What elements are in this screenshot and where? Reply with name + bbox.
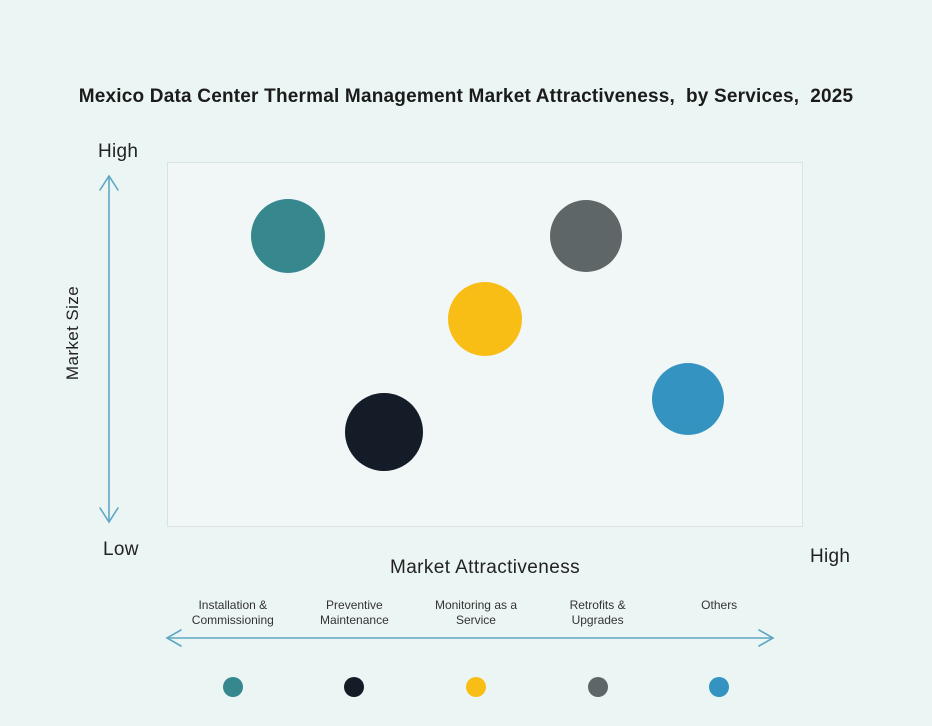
category-labels: Installation & Commissioning Preventive M… [172, 594, 780, 628]
plot-area [167, 162, 803, 527]
category-label-monitoring-as-a-service: Monitoring as a Service [434, 598, 517, 627]
legend [172, 676, 780, 698]
bubble-installation-commissioning [251, 198, 326, 273]
category-label-others: Others [701, 598, 738, 612]
legend-item-retrofits-upgrades [537, 676, 659, 698]
y-axis-low-label: Low [103, 539, 139, 560]
legend-dot-others [709, 677, 730, 697]
legend-item-others [658, 676, 780, 698]
y-axis-title: Market Size [63, 285, 82, 381]
bubble-others [651, 362, 724, 435]
legend-item-installation-commissioning [172, 676, 294, 698]
bubble-retrofits-upgrades [550, 199, 623, 272]
legend-dot-preventive-maintenance [344, 677, 365, 697]
category-label-preventive-maintenance: Preventive Maintenance [320, 598, 389, 627]
legend-dot-monitoring-as-a-service [465, 677, 486, 697]
chart-title: Mexico Data Center Thermal Management Ma… [78, 86, 854, 107]
legend-item-monitoring-as-a-service [415, 676, 537, 698]
x-axis-arrow [165, 629, 775, 647]
legend-dot-retrofits-upgrades [587, 677, 608, 697]
x-axis-title: Market Attractiveness [389, 557, 581, 578]
category-label-retrofits-upgrades: Retrofits & Upgrades [569, 598, 626, 627]
x-axis-high-label: High [810, 546, 851, 567]
bubble-monitoring-as-a-service [448, 282, 522, 357]
y-axis-arrow [99, 174, 119, 524]
bubble-preventive-maintenance [344, 392, 423, 471]
y-axis-high-label: High [98, 141, 139, 162]
legend-item-preventive-maintenance [294, 676, 416, 698]
legend-dot-installation-commissioning [222, 677, 243, 697]
category-label-installation-commissioning: Installation & Commissioning [191, 598, 274, 627]
